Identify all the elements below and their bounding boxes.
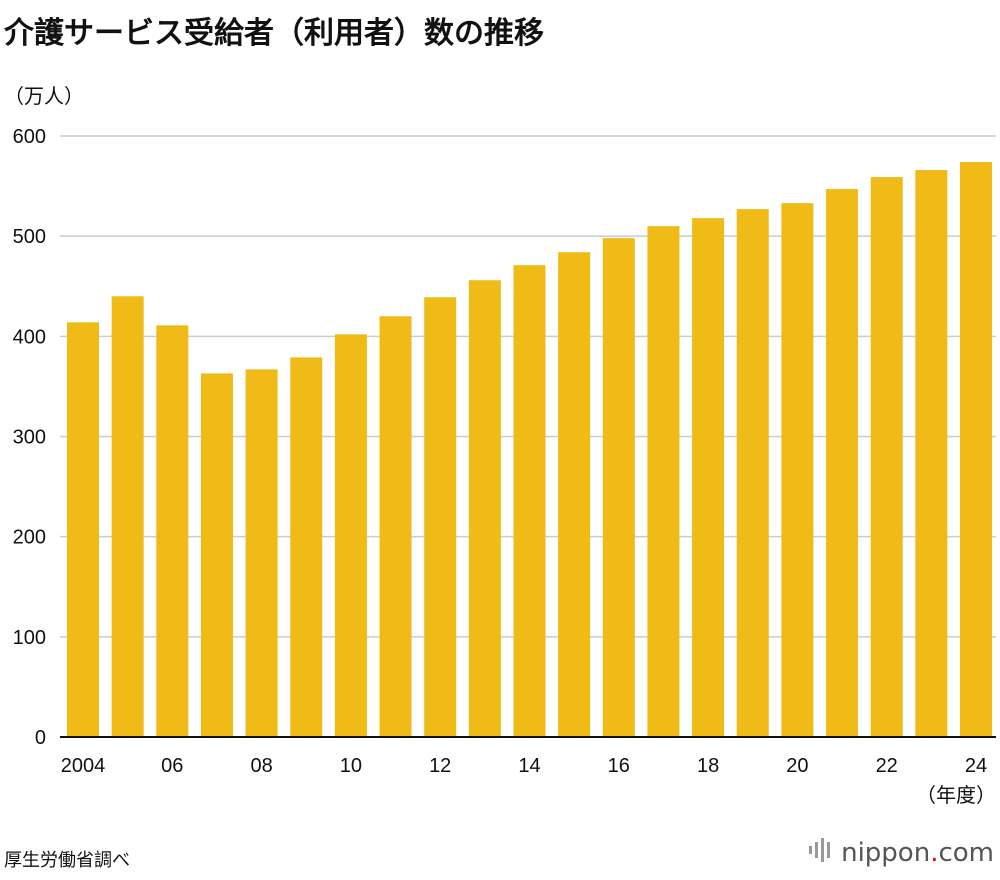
bar-2023	[915, 170, 948, 738]
bar-2013	[468, 280, 501, 737]
chart-title: 介護サービス受給者（利用者）数の推移	[4, 16, 544, 51]
bar-2018	[692, 218, 725, 738]
x-tick-label: 20	[786, 755, 808, 777]
bar-chart: 0 100 200 300 400 500 600 2004 06 08 10 12 14 16 18 20 2…	[13, 126, 996, 807]
bar-2008	[245, 369, 278, 737]
bar-2024	[960, 162, 992, 737]
x-tick-label: 10	[340, 755, 362, 777]
bar-2009	[290, 357, 323, 737]
bar-2022	[870, 177, 903, 737]
bar-2021	[826, 189, 859, 738]
bar-2014	[513, 265, 546, 737]
y-tick-label: 100	[13, 627, 46, 649]
bar-2011	[379, 316, 412, 737]
bar-2006	[156, 325, 189, 737]
bar-2012	[424, 297, 457, 737]
bar-2017	[647, 226, 680, 737]
nippon-logo: nippon.com	[809, 838, 994, 869]
bar-2005	[111, 296, 144, 737]
y-axis-unit: （万人）	[4, 84, 84, 108]
bar-2010	[334, 334, 367, 737]
x-tick-label: 24	[965, 755, 987, 777]
bar-2016	[602, 238, 635, 738]
x-tick-label: 22	[876, 755, 898, 777]
logo-text: nippon	[841, 838, 931, 868]
x-axis-unit: （年度）	[916, 784, 996, 807]
x-tick-label: 06	[161, 755, 183, 777]
bar-2007	[200, 373, 233, 737]
logo-bars-icon	[809, 838, 835, 869]
x-tick-label: 16	[608, 755, 630, 777]
logo-dot: .	[930, 838, 939, 868]
x-tick-label: 2004	[61, 755, 106, 777]
bar-2004	[67, 322, 99, 737]
logo-suffix: com	[938, 838, 994, 868]
y-tick-label: 200	[13, 527, 46, 549]
bar-2019	[736, 209, 769, 737]
y-tick-label: 500	[13, 226, 46, 248]
y-tick-label: 300	[13, 427, 46, 449]
y-tick-label: 0	[35, 727, 46, 749]
bar-2020	[781, 203, 814, 737]
x-tick-label: 14	[518, 755, 540, 777]
x-tick-label: 18	[697, 755, 719, 777]
bar-2015	[558, 252, 591, 737]
y-tick-label: 600	[13, 126, 46, 148]
x-tick-label: 12	[429, 755, 451, 777]
x-tick-label: 08	[250, 755, 272, 777]
source-note: 厚生労働省調べ	[4, 850, 130, 871]
y-tick-label: 400	[13, 326, 46, 348]
